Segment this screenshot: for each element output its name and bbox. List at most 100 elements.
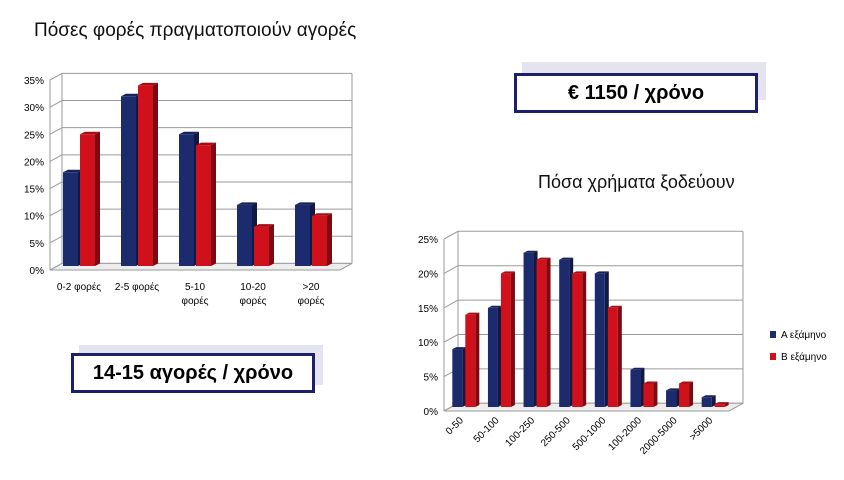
bar: [572, 273, 583, 407]
bar-top: [714, 402, 729, 405]
legend-label: Β εξάμηνο: [781, 351, 827, 363]
x-tick-label: 0-2 φορές: [57, 281, 101, 293]
bar-side: [689, 381, 694, 407]
y-tick-label: 0%: [424, 407, 439, 418]
bar-side: [269, 224, 274, 266]
y-tick-label: 15%: [24, 185, 44, 196]
y-tick-label: 25%: [24, 130, 44, 141]
bar-side: [510, 271, 515, 407]
bar-top: [630, 367, 645, 370]
bar-top: [63, 169, 83, 173]
bar: [594, 273, 605, 407]
y-tick-label: 0%: [30, 266, 45, 277]
x-tick-label: >5000: [688, 415, 716, 443]
bar-side: [546, 257, 551, 407]
y-tick-label: 20%: [418, 269, 438, 280]
bar: [714, 404, 725, 407]
gridline-depth: [49, 235, 63, 244]
x-tick-label: >20: [303, 282, 320, 293]
y-tick-label: 15%: [418, 304, 438, 315]
gridline-depth: [443, 299, 459, 309]
bar-top: [196, 142, 216, 146]
gridline-depth: [49, 100, 63, 108]
bar-top: [607, 305, 622, 308]
bar-side: [617, 305, 622, 407]
x-tick-label: 2000-5000: [638, 415, 680, 457]
bar-top: [254, 224, 274, 227]
bar-top: [80, 131, 100, 135]
bar: [666, 390, 677, 407]
chart1-title: Πόσες φορές πραγματοποιούν αγορές: [34, 20, 357, 41]
bar: [679, 383, 690, 407]
bar-side: [153, 82, 158, 266]
x-tick-label: 100-250: [503, 415, 537, 449]
gridline-depth: [49, 127, 63, 135]
bar: [312, 215, 327, 266]
y-tick-label: 35%: [24, 76, 44, 87]
y-tick-label: 5%: [30, 239, 45, 250]
bar: [63, 172, 78, 266]
gridline-depth: [443, 334, 459, 343]
bar: [452, 349, 463, 407]
bar: [465, 314, 476, 407]
y-tick-label: 30%: [24, 103, 44, 114]
purchase-frequency-chart: 0% 5% 10% 15% 20% 25% 30% 35% 0-2 φορές 2-5 φορές…: [24, 72, 353, 307]
bar-top: [536, 257, 551, 260]
legend-swatch: [770, 353, 776, 360]
bar: [701, 397, 712, 407]
bar-top: [500, 271, 515, 274]
bar-top: [312, 213, 332, 216]
bar-side: [475, 312, 480, 407]
x-tick-label: φορές: [181, 295, 208, 307]
chart2-title: Πόσα χρήματα ξοδεύουν: [538, 172, 735, 192]
bar: [179, 134, 194, 266]
bar-top: [643, 381, 658, 384]
bar: [138, 85, 153, 266]
y-tick-label: 25%: [418, 235, 438, 246]
bar-top: [594, 271, 609, 274]
x-tick-label: φορές: [297, 295, 324, 307]
bar-side: [327, 213, 332, 266]
bar-side: [711, 395, 716, 407]
bar: [536, 259, 547, 407]
bar: [295, 204, 310, 266]
y-tick-label: 5%: [424, 373, 439, 384]
gridline-depth: [49, 154, 63, 162]
gridline-depth: [49, 208, 63, 217]
bar: [559, 259, 570, 407]
gridline-depth: [443, 265, 459, 274]
bar-top: [559, 257, 574, 260]
x-tick-label: 0-50: [444, 415, 466, 437]
bar-side: [653, 381, 658, 407]
bar-top: [138, 82, 158, 86]
x-tick-label: φορές: [239, 295, 266, 307]
x-tick-label: 500-1000: [571, 415, 609, 453]
spending-callout: € 1150 / χρόνο: [514, 73, 758, 113]
bar: [121, 96, 136, 267]
gridline-depth: [443, 230, 459, 240]
bar-top: [701, 395, 716, 398]
bar-top: [666, 388, 681, 391]
bar: [607, 307, 618, 407]
bar-top: [237, 202, 257, 205]
x-tick-label: 250-500: [539, 415, 573, 449]
bar: [630, 369, 641, 407]
bar-side: [582, 271, 587, 407]
bar: [80, 134, 95, 266]
bar: [523, 252, 534, 407]
bar: [237, 204, 252, 266]
bar: [487, 307, 498, 407]
bar: [500, 273, 511, 407]
gridline-depth: [49, 181, 63, 190]
y-tick-label: 10%: [418, 338, 438, 349]
x-tick-label: 10-20: [240, 282, 266, 293]
bar: [643, 383, 654, 407]
x-tick-label: 50-100: [472, 415, 502, 445]
y-tick-label: 20%: [24, 157, 44, 168]
bar-top: [121, 93, 141, 97]
y-tick-label: 10%: [24, 212, 44, 223]
x-tick-label: 2-5 φορές: [115, 281, 159, 293]
bar-side: [724, 402, 729, 407]
x-tick-label: 5-10: [185, 282, 205, 293]
legend-swatch: [770, 331, 776, 338]
